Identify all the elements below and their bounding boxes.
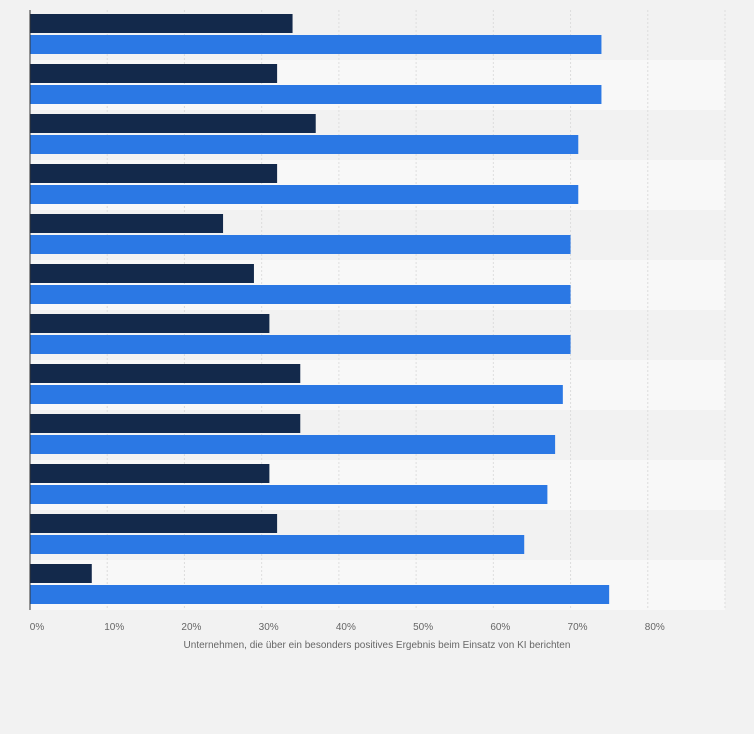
bar-series-2 [30,385,563,404]
bar-series-1 [30,364,301,383]
x-tick-labels: 0% 10% 20% 30% 40% 50% 60% 70% 80% [30,622,665,633]
x-axis-label: Unternehmen, die über ein besonders posi… [184,640,571,651]
x-tick-label: 30% [259,622,279,633]
bar-series-1 [30,564,92,583]
x-tick-label: 60% [490,622,510,633]
bar-series-2 [30,35,602,54]
bar-series-2 [30,285,571,304]
bar-series-1 [30,14,293,33]
bar-series-1 [30,164,278,183]
bar-series-1 [30,264,254,283]
bar-series-2 [30,235,571,254]
x-tick-label: 20% [181,622,201,633]
bar-series-1 [30,414,301,433]
bar-series-1 [30,214,224,233]
bar-series-2 [30,135,579,154]
x-tick-label: 10% [104,622,124,633]
bar-series-2 [30,85,602,104]
x-tick-label: 50% [413,622,433,633]
bar-series-1 [30,464,270,483]
bar-series-2 [30,535,525,554]
bar-series-2 [30,435,556,454]
bar-series-2 [30,335,571,354]
x-tick-label: 70% [568,622,588,633]
bars-group [30,14,610,604]
x-tick-label: 0% [30,622,45,633]
bar-series-2 [30,485,548,504]
bar-series-1 [30,314,270,333]
x-tick-label: 40% [336,622,356,633]
bar-series-1 [30,114,316,133]
grid-lines [106,10,726,610]
bar-series-2 [30,185,579,204]
x-tick-label: 80% [645,622,665,633]
bar-series-1 [30,64,278,83]
bar-series-2 [30,585,610,604]
bar-series-1 [30,514,278,533]
